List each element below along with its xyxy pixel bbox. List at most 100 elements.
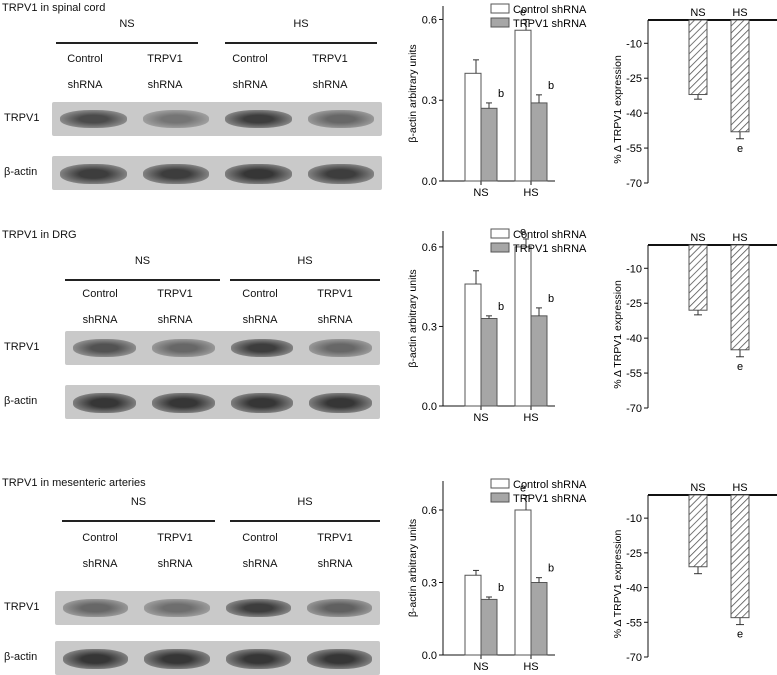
- lane-label-line2: shRNA: [242, 558, 278, 570]
- x-tick-label: HS: [732, 232, 747, 244]
- y-axis-label: % Δ TRPV1 expression: [612, 530, 624, 639]
- significance-mark: e: [520, 226, 526, 238]
- y-tick-label: 0.6: [422, 505, 437, 517]
- significance-mark: b: [498, 582, 504, 594]
- y-tick-label: 0.3: [422, 321, 437, 333]
- significance-mark: b: [548, 293, 554, 305]
- x-tick-label: HS: [523, 187, 538, 199]
- x-tick-label: NS: [473, 412, 488, 424]
- bar: [730, 244, 750, 351]
- blot-row-label: TRPV1: [4, 112, 40, 124]
- legend-label: Control shRNA: [513, 229, 587, 241]
- bar: [530, 315, 548, 407]
- legend-label: TRPV1 shRNA: [513, 18, 587, 30]
- x-tick-label: NS: [473, 661, 488, 673]
- y-axis-label: β-actin arbitrary units: [407, 44, 419, 142]
- x-tick-label: NS: [690, 232, 705, 244]
- y-tick-label: -40: [626, 333, 642, 345]
- pct-chart-drg: -10 -25 -40 -55 -70 % Δ TRPV1 expression NS HS e: [612, 232, 777, 415]
- y-tick-label: -70: [626, 652, 642, 664]
- blot-row-label: β-actin: [4, 651, 38, 663]
- y-tick-label: 0.3: [422, 95, 437, 107]
- blot-band: [73, 393, 136, 413]
- y-tick-label: -55: [626, 368, 642, 380]
- bar: [688, 19, 708, 96]
- lane-label-line1: TRPV1: [317, 532, 353, 544]
- y-tick-label: -10: [626, 513, 642, 525]
- blot-band: [306, 599, 372, 617]
- x-tick-label: HS: [523, 412, 538, 424]
- x-tick-label: NS: [690, 7, 705, 19]
- lane-label-line2: shRNA: [67, 79, 103, 91]
- blot-band: [225, 110, 292, 128]
- significance-mark: e: [520, 483, 526, 495]
- y-tick-label: -25: [626, 73, 642, 85]
- y-tick-label: 0.6: [422, 14, 437, 26]
- bar: [514, 29, 532, 182]
- y-tick-label: -70: [626, 178, 642, 190]
- bar-chart-spinal-cord: 0.0 0.3 0.6 β-actin arbitrary units NS b HS e b C…: [407, 3, 587, 199]
- lane-label-line1: Control: [242, 532, 278, 544]
- y-tick-label: -55: [626, 617, 642, 629]
- blot-row-label: β-actin: [4, 166, 38, 178]
- x-tick-label: HS: [732, 7, 747, 19]
- panel-title: TRPV1 in spinal cord: [2, 2, 106, 14]
- lane-label-line1: TRPV1: [312, 53, 348, 65]
- significance-mark: e: [737, 629, 743, 641]
- legend-swatch: [490, 492, 510, 503]
- blot-band: [306, 649, 372, 669]
- blot-band: [225, 649, 291, 669]
- blot-band: [151, 339, 215, 357]
- blot-band: [60, 164, 127, 184]
- lane-label-line2: shRNA: [317, 558, 353, 570]
- y-axis-label: β-actin arbitrary units: [407, 269, 419, 367]
- panel-title: TRPV1 in mesenteric arteries: [2, 477, 146, 489]
- significance-mark: e: [737, 361, 743, 373]
- y-tick-label: -40: [626, 108, 642, 120]
- blot-band: [307, 110, 374, 128]
- blot-row-label: β-actin: [4, 395, 38, 407]
- blot-band: [63, 649, 129, 669]
- legend-label: Control shRNA: [513, 479, 587, 491]
- blot-band: [142, 164, 209, 184]
- lane-label-line1: Control: [82, 288, 118, 300]
- lane-label-line1: TRPV1: [147, 53, 183, 65]
- y-tick-label: -55: [626, 143, 642, 155]
- lane-label-line1: Control: [232, 53, 268, 65]
- bar: [480, 107, 498, 182]
- y-tick-label: -25: [626, 298, 642, 310]
- blot-band: [309, 339, 372, 357]
- lane-label-line1: Control: [82, 532, 118, 544]
- x-tick-label: NS: [473, 187, 488, 199]
- group-label: NS: [134, 255, 151, 267]
- group-bracket-line: [230, 520, 380, 522]
- bar: [688, 244, 708, 311]
- lane-label-line2: shRNA: [147, 79, 183, 91]
- bar: [464, 283, 482, 407]
- y-tick-label: -25: [626, 548, 642, 560]
- legend-swatch: [490, 478, 510, 489]
- group-label: NS: [130, 496, 147, 508]
- lane-label-line2: shRNA: [157, 314, 193, 326]
- blot-band: [60, 110, 127, 128]
- blot-band: [144, 649, 210, 669]
- bar: [530, 102, 548, 182]
- significance-mark: b: [498, 88, 504, 100]
- legend-swatch: [490, 3, 510, 14]
- bar: [480, 318, 498, 407]
- blot-band: [230, 393, 294, 413]
- lane-label-line2: shRNA: [242, 314, 278, 326]
- bar: [530, 582, 548, 656]
- group-label: NS: [119, 18, 135, 30]
- y-tick-label: 0.0: [422, 401, 437, 413]
- y-axis-label: % Δ TRPV1 expression: [612, 55, 624, 164]
- blot-band: [225, 164, 292, 184]
- bar: [480, 598, 498, 656]
- group-bracket-line: [225, 42, 377, 44]
- lane-label-line2: shRNA: [312, 79, 348, 91]
- significance-mark: b: [548, 563, 554, 575]
- bar-chart-mesenteric: 0.0 0.3 0.6β-actin arbitrary units NS b HS e b C…: [407, 478, 587, 673]
- y-tick-label: 0.6: [422, 242, 437, 254]
- bar: [464, 574, 482, 656]
- group-bracket-line: [62, 520, 215, 522]
